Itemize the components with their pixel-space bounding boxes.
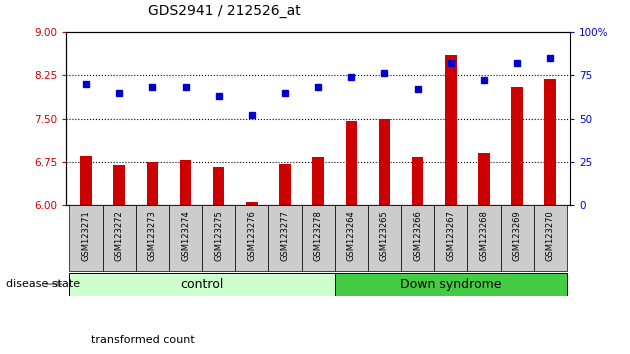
FancyBboxPatch shape [103,205,136,271]
Text: disease state: disease state [6,279,81,289]
FancyBboxPatch shape [500,205,534,271]
Bar [412,157,423,205]
Bar [279,164,291,205]
Text: GSM123269: GSM123269 [513,211,522,261]
Text: GSM123266: GSM123266 [413,211,422,262]
FancyBboxPatch shape [335,205,368,271]
Bar [512,87,523,205]
FancyBboxPatch shape [401,205,434,271]
Text: GSM123276: GSM123276 [248,211,256,262]
Bar [312,157,324,205]
Text: control: control [180,278,224,291]
Bar [379,119,390,205]
Bar [246,202,258,205]
Bar [445,55,457,205]
Text: GSM123271: GSM123271 [81,211,91,261]
FancyBboxPatch shape [368,205,401,271]
Text: GSM123275: GSM123275 [214,211,223,261]
Text: GSM123272: GSM123272 [115,211,123,261]
Text: GDS2941 / 212526_at: GDS2941 / 212526_at [148,4,301,18]
Text: GSM123274: GSM123274 [181,211,190,261]
FancyBboxPatch shape [69,205,103,271]
Text: GSM123265: GSM123265 [380,211,389,261]
FancyBboxPatch shape [434,205,467,271]
Bar [213,167,224,205]
Bar [478,153,490,205]
Text: GSM123268: GSM123268 [479,211,488,262]
Bar [544,79,556,205]
FancyBboxPatch shape [136,205,169,271]
Text: GSM123278: GSM123278 [314,211,323,262]
Bar [113,165,125,205]
Bar [345,121,357,205]
Text: GSM123267: GSM123267 [446,211,455,262]
Bar [147,162,158,205]
FancyBboxPatch shape [69,273,335,296]
FancyBboxPatch shape [534,205,567,271]
Text: GSM123273: GSM123273 [148,211,157,262]
FancyBboxPatch shape [268,205,302,271]
Bar [180,160,192,205]
Text: Down syndrome: Down syndrome [400,278,501,291]
FancyBboxPatch shape [467,205,500,271]
FancyBboxPatch shape [302,205,335,271]
FancyBboxPatch shape [202,205,235,271]
Text: GSM123277: GSM123277 [280,211,290,262]
Text: GSM123270: GSM123270 [546,211,555,261]
Text: transformed count: transformed count [91,335,195,345]
Bar [80,156,92,205]
FancyBboxPatch shape [335,273,567,296]
FancyBboxPatch shape [169,205,202,271]
FancyBboxPatch shape [235,205,268,271]
Text: GSM123264: GSM123264 [346,211,356,261]
